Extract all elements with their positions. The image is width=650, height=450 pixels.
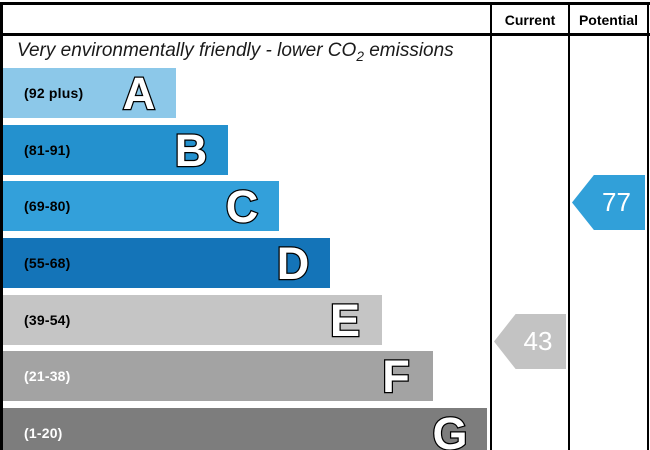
band-g-letter-icon: G — [431, 408, 469, 450]
band-e-range-label: (39-54) — [24, 312, 71, 328]
band-a-range-label: (92 plus) — [24, 85, 84, 101]
rating-band-f: (21-38) F — [3, 351, 433, 401]
band-d-letter-icon: D — [276, 238, 311, 288]
rating-band-b: (81-91) B — [3, 125, 228, 175]
potential-column-header: Potential — [578, 12, 639, 28]
potential-column-divider — [568, 2, 570, 450]
svg-text:D: D — [277, 238, 310, 288]
chart-title-text: Very environmentally friendly - lower CO — [17, 40, 357, 61]
rating-band-g: (1-20) G — [3, 408, 487, 450]
rating-band-a: (92 plus) A — [3, 68, 176, 118]
top-border — [0, 2, 650, 5]
svg-text:B: B — [175, 125, 208, 175]
potential-rating-value: 77 — [602, 187, 631, 217]
left-border — [0, 2, 3, 450]
chart-title-suffix: emissions — [363, 40, 454, 61]
potential-rating-arrow: 77 — [572, 175, 645, 230]
current-rating-arrow: 43 — [494, 314, 566, 369]
current-column-divider — [490, 2, 492, 450]
band-g-range-label: (1-20) — [24, 425, 63, 441]
band-c-range-label: (69-80) — [24, 198, 71, 214]
svg-text:G: G — [432, 408, 467, 450]
co2-subscript: 2 — [356, 48, 364, 64]
band-b-range-label: (81-91) — [24, 142, 71, 158]
band-b-letter-icon: B — [174, 125, 209, 175]
band-c-letter-icon: C — [225, 181, 260, 231]
header-divider-line — [0, 33, 650, 36]
rating-band-c: (69-80) C — [3, 181, 279, 231]
chart-title: Very environmentally friendly - lower CO… — [17, 40, 483, 64]
right-border — [647, 2, 649, 450]
band-f-letter-icon: F — [381, 351, 411, 401]
rating-band-d: (55-68) D — [3, 238, 330, 288]
svg-text:E: E — [330, 295, 360, 345]
svg-text:C: C — [226, 181, 259, 231]
svg-text:A: A — [123, 68, 156, 118]
band-d-range-label: (55-68) — [24, 255, 71, 271]
band-f-range-label: (21-38) — [24, 368, 71, 384]
current-column-header: Current — [504, 12, 556, 28]
current-rating-value: 43 — [523, 326, 553, 356]
svg-text:F: F — [382, 351, 410, 401]
band-e-letter-icon: E — [329, 295, 362, 345]
rating-band-e: (39-54) E — [3, 295, 382, 345]
band-a-letter-icon: A — [122, 68, 157, 118]
